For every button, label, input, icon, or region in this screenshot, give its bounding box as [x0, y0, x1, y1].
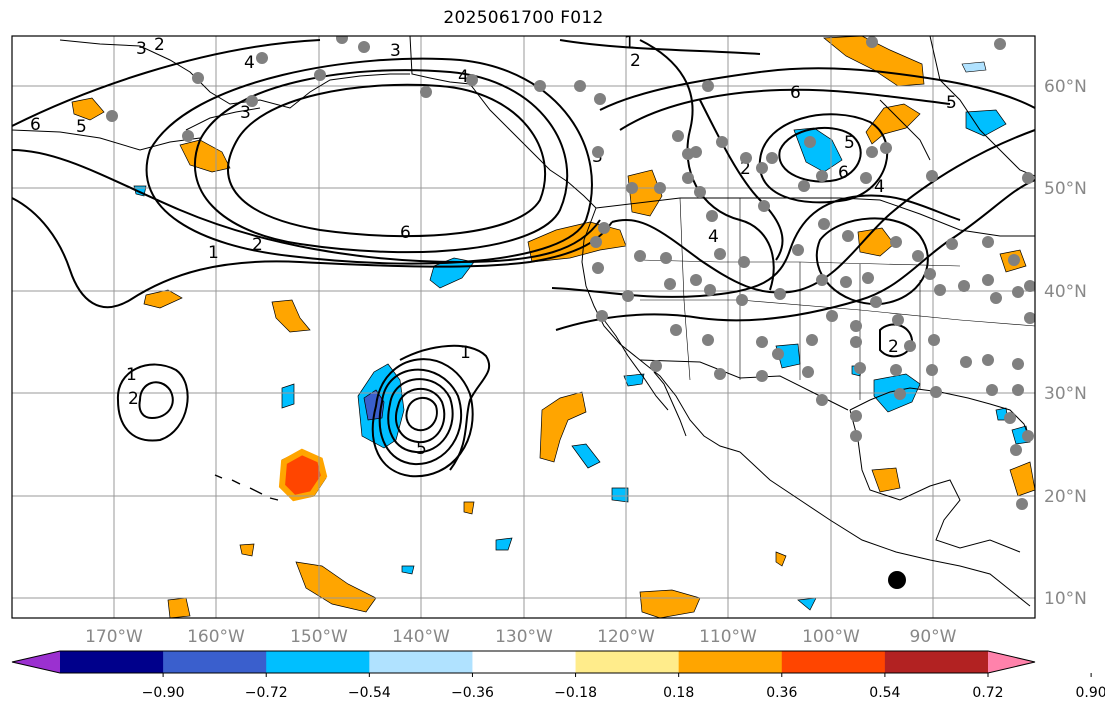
positive-region: [271, 299, 311, 333]
colorbar-tick-label: −0.18: [554, 685, 597, 701]
lon-label: 90°W: [910, 627, 957, 647]
colorbar-segment: [266, 651, 370, 673]
contour-label: 6: [400, 223, 411, 243]
colorbar-segment: [472, 651, 577, 673]
latitude-labels: 60°N 50°N 40°N 30°N 20°N 10°N: [1044, 77, 1087, 609]
positive-region: [627, 169, 663, 217]
colorbar-tick-label: 0.90: [1076, 685, 1105, 701]
weak-negative-region: [961, 61, 987, 73]
negative-region: [281, 383, 295, 409]
colorbar-segment: [678, 651, 783, 673]
positive-region: [167, 597, 191, 618]
contour-label: 4: [708, 227, 719, 247]
contour-label: 5: [946, 93, 957, 113]
contour-label: 1: [126, 365, 137, 385]
contour-label: 3: [136, 39, 147, 59]
positive-region: [775, 551, 787, 567]
contour-label: 5: [76, 117, 87, 137]
negative-region: [623, 373, 645, 387]
colorbar-segment: [884, 651, 989, 673]
colorbar-tick-label: −0.54: [348, 685, 391, 701]
lat-label: 20°N: [1044, 487, 1087, 507]
positive-region: [239, 543, 255, 557]
negative-region: [495, 537, 513, 551]
contour-label: 4: [244, 53, 255, 73]
lat-label: 10°N: [1044, 589, 1087, 609]
positive-region: [539, 391, 587, 463]
colorbar: −0.90 −0.72 −0.54 −0.36 −0.18 0.18 0.36 0.54 0.7…: [11, 650, 1105, 701]
coastlines: [12, 36, 1035, 607]
colorbar-segment: [163, 651, 267, 673]
colorbar-segment: [575, 651, 680, 673]
lon-label: 130°W: [495, 627, 553, 647]
lat-label: 60°N: [1044, 77, 1087, 97]
negative-region: [965, 109, 1007, 137]
contour-label: 2: [252, 235, 263, 255]
positive-region: [857, 227, 895, 257]
station-markers: [106, 36, 1035, 510]
negative-region-strong: [363, 389, 385, 421]
contour-label: 6: [838, 163, 849, 183]
colorbar-tick-label: 0.18: [663, 685, 694, 701]
colorbar-tick-label: −0.90: [142, 685, 185, 701]
contour-label-group: 3 2 1 2 3 4 6 5 4 5 6 3 4 6 5 4 2 1 2 6 …: [30, 33, 957, 459]
contour-label: 5: [416, 439, 427, 459]
colorbar-extend-max: [988, 651, 1035, 673]
contour-label: 2: [154, 35, 165, 55]
graticule: [12, 36, 1035, 618]
contour-label: 2: [128, 389, 139, 409]
colorbar-extend-min: [12, 651, 60, 673]
positive-region: [639, 589, 701, 618]
positive-region: [463, 501, 475, 515]
contour-label: 6: [30, 115, 41, 135]
lon-label: 170°W: [85, 627, 143, 647]
contour-label: 5: [844, 133, 855, 153]
map-title: 2025061700 F012: [443, 8, 604, 28]
longitude-labels: 170°W 160°W 150°W 140°W 130°W 120°W 110°…: [85, 627, 957, 647]
contour-label: 6: [790, 83, 801, 103]
contour-label: 4: [458, 67, 469, 87]
lat-label: 30°N: [1044, 384, 1087, 404]
contour-label: 2: [888, 337, 899, 357]
lon-label: 150°W: [290, 627, 348, 647]
contour-label: 3: [390, 41, 401, 61]
contour-label: 4: [874, 177, 885, 197]
contour-label: 1: [624, 33, 635, 53]
contour-label: 1: [208, 243, 219, 263]
map-frame: [11, 35, 1036, 619]
colorbar-segment: [60, 651, 164, 673]
positive-region: [871, 467, 901, 493]
marker-point: [888, 571, 906, 589]
positive-region: [1009, 461, 1035, 497]
positive-region: [71, 97, 105, 121]
colorbar-tick-label: −0.72: [245, 685, 288, 701]
colorbar-tick-label: 0.54: [869, 685, 900, 701]
lon-label: 160°W: [187, 627, 245, 647]
lon-label: 100°W: [802, 627, 860, 647]
colorbar-tick-label: 0.72: [972, 685, 1003, 701]
contour-label: 3: [240, 103, 251, 123]
contour-label: 2: [740, 159, 751, 179]
colorbar-segment: [781, 651, 886, 673]
positive-region: [295, 561, 377, 613]
contour-label: 1: [460, 343, 471, 363]
negative-region: [401, 565, 415, 575]
contour-label: 2: [630, 51, 641, 71]
colorbar-tick-label: 0.36: [766, 685, 797, 701]
lon-label: 110°W: [699, 627, 757, 647]
positive-region: [865, 103, 921, 145]
negative-region: [797, 597, 817, 611]
plot-area: 3 2 1 2 3 4 6 5 4 5 6 3 4 6 5 4 2 1 2 6 …: [12, 33, 1035, 618]
colorbar-tick-label: −0.36: [451, 685, 494, 701]
lat-label: 50°N: [1044, 179, 1087, 199]
lon-label: 140°W: [392, 627, 450, 647]
colorbar-segment: [369, 651, 473, 673]
lat-label: 40°N: [1044, 282, 1087, 302]
negative-region: [571, 443, 601, 469]
colorbar-outline: [11, 650, 1036, 674]
lon-label: 120°W: [597, 627, 655, 647]
